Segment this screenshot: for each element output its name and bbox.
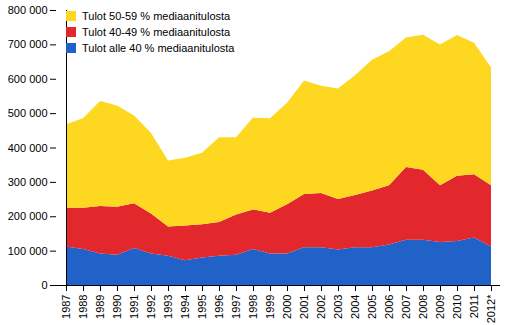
svg-text:1992: 1992 bbox=[145, 295, 157, 319]
svg-text:0: 0 bbox=[41, 279, 47, 291]
svg-text:2010: 2010 bbox=[451, 295, 463, 319]
svg-text:2008: 2008 bbox=[417, 295, 429, 319]
svg-text:1996: 1996 bbox=[213, 295, 225, 319]
svg-text:1989: 1989 bbox=[94, 295, 106, 319]
svg-text:1999: 1999 bbox=[264, 295, 276, 319]
svg-text:2006: 2006 bbox=[383, 295, 395, 319]
svg-text:500 000: 500 000 bbox=[8, 107, 48, 119]
html-text:Tulot 50-59 % mediaanitulosta: Tulot 50-59 % mediaanitulosta bbox=[82, 10, 231, 22]
svg-text:1995: 1995 bbox=[196, 295, 208, 319]
svg-text:1998: 1998 bbox=[247, 295, 259, 319]
svg-text:2000: 2000 bbox=[281, 295, 293, 319]
svg-text:2009: 2009 bbox=[434, 295, 446, 319]
svg-text:1987: 1987 bbox=[60, 295, 72, 319]
svg-text:2001: 2001 bbox=[298, 295, 310, 319]
svg-text:2002: 2002 bbox=[315, 295, 327, 319]
svg-text:2005: 2005 bbox=[366, 295, 378, 319]
svg-text:1997: 1997 bbox=[230, 295, 242, 319]
svg-text:2011: 2011 bbox=[468, 295, 480, 319]
html-text:Tulot alle 40 % mediaanitulost: Tulot alle 40 % mediaanitulosta bbox=[82, 42, 235, 54]
svg-text:600 000: 600 000 bbox=[8, 73, 48, 85]
svg-text:1994: 1994 bbox=[179, 295, 191, 319]
svg-text:800 000: 800 000 bbox=[8, 4, 48, 16]
svg-text:300 000: 300 000 bbox=[8, 176, 48, 188]
svg-text:700 000: 700 000 bbox=[8, 38, 48, 50]
svg-text:200 000: 200 000 bbox=[8, 210, 48, 222]
html-text:Tulot 40-49 % mediaanitulosta: Tulot 40-49 % mediaanitulosta bbox=[82, 26, 231, 38]
svg-text:1988: 1988 bbox=[77, 295, 89, 319]
svg-text:2007: 2007 bbox=[400, 295, 412, 319]
svg-text:2012*: 2012* bbox=[485, 294, 497, 323]
svg-text:1993: 1993 bbox=[162, 295, 174, 319]
svg-text:1991: 1991 bbox=[128, 295, 140, 319]
svg-text:2004: 2004 bbox=[349, 295, 361, 319]
svg-text:1990: 1990 bbox=[111, 295, 123, 319]
svg-text:400 000: 400 000 bbox=[8, 142, 48, 154]
svg-text:2003: 2003 bbox=[332, 295, 344, 319]
svg-text:100 000: 100 000 bbox=[8, 245, 48, 257]
